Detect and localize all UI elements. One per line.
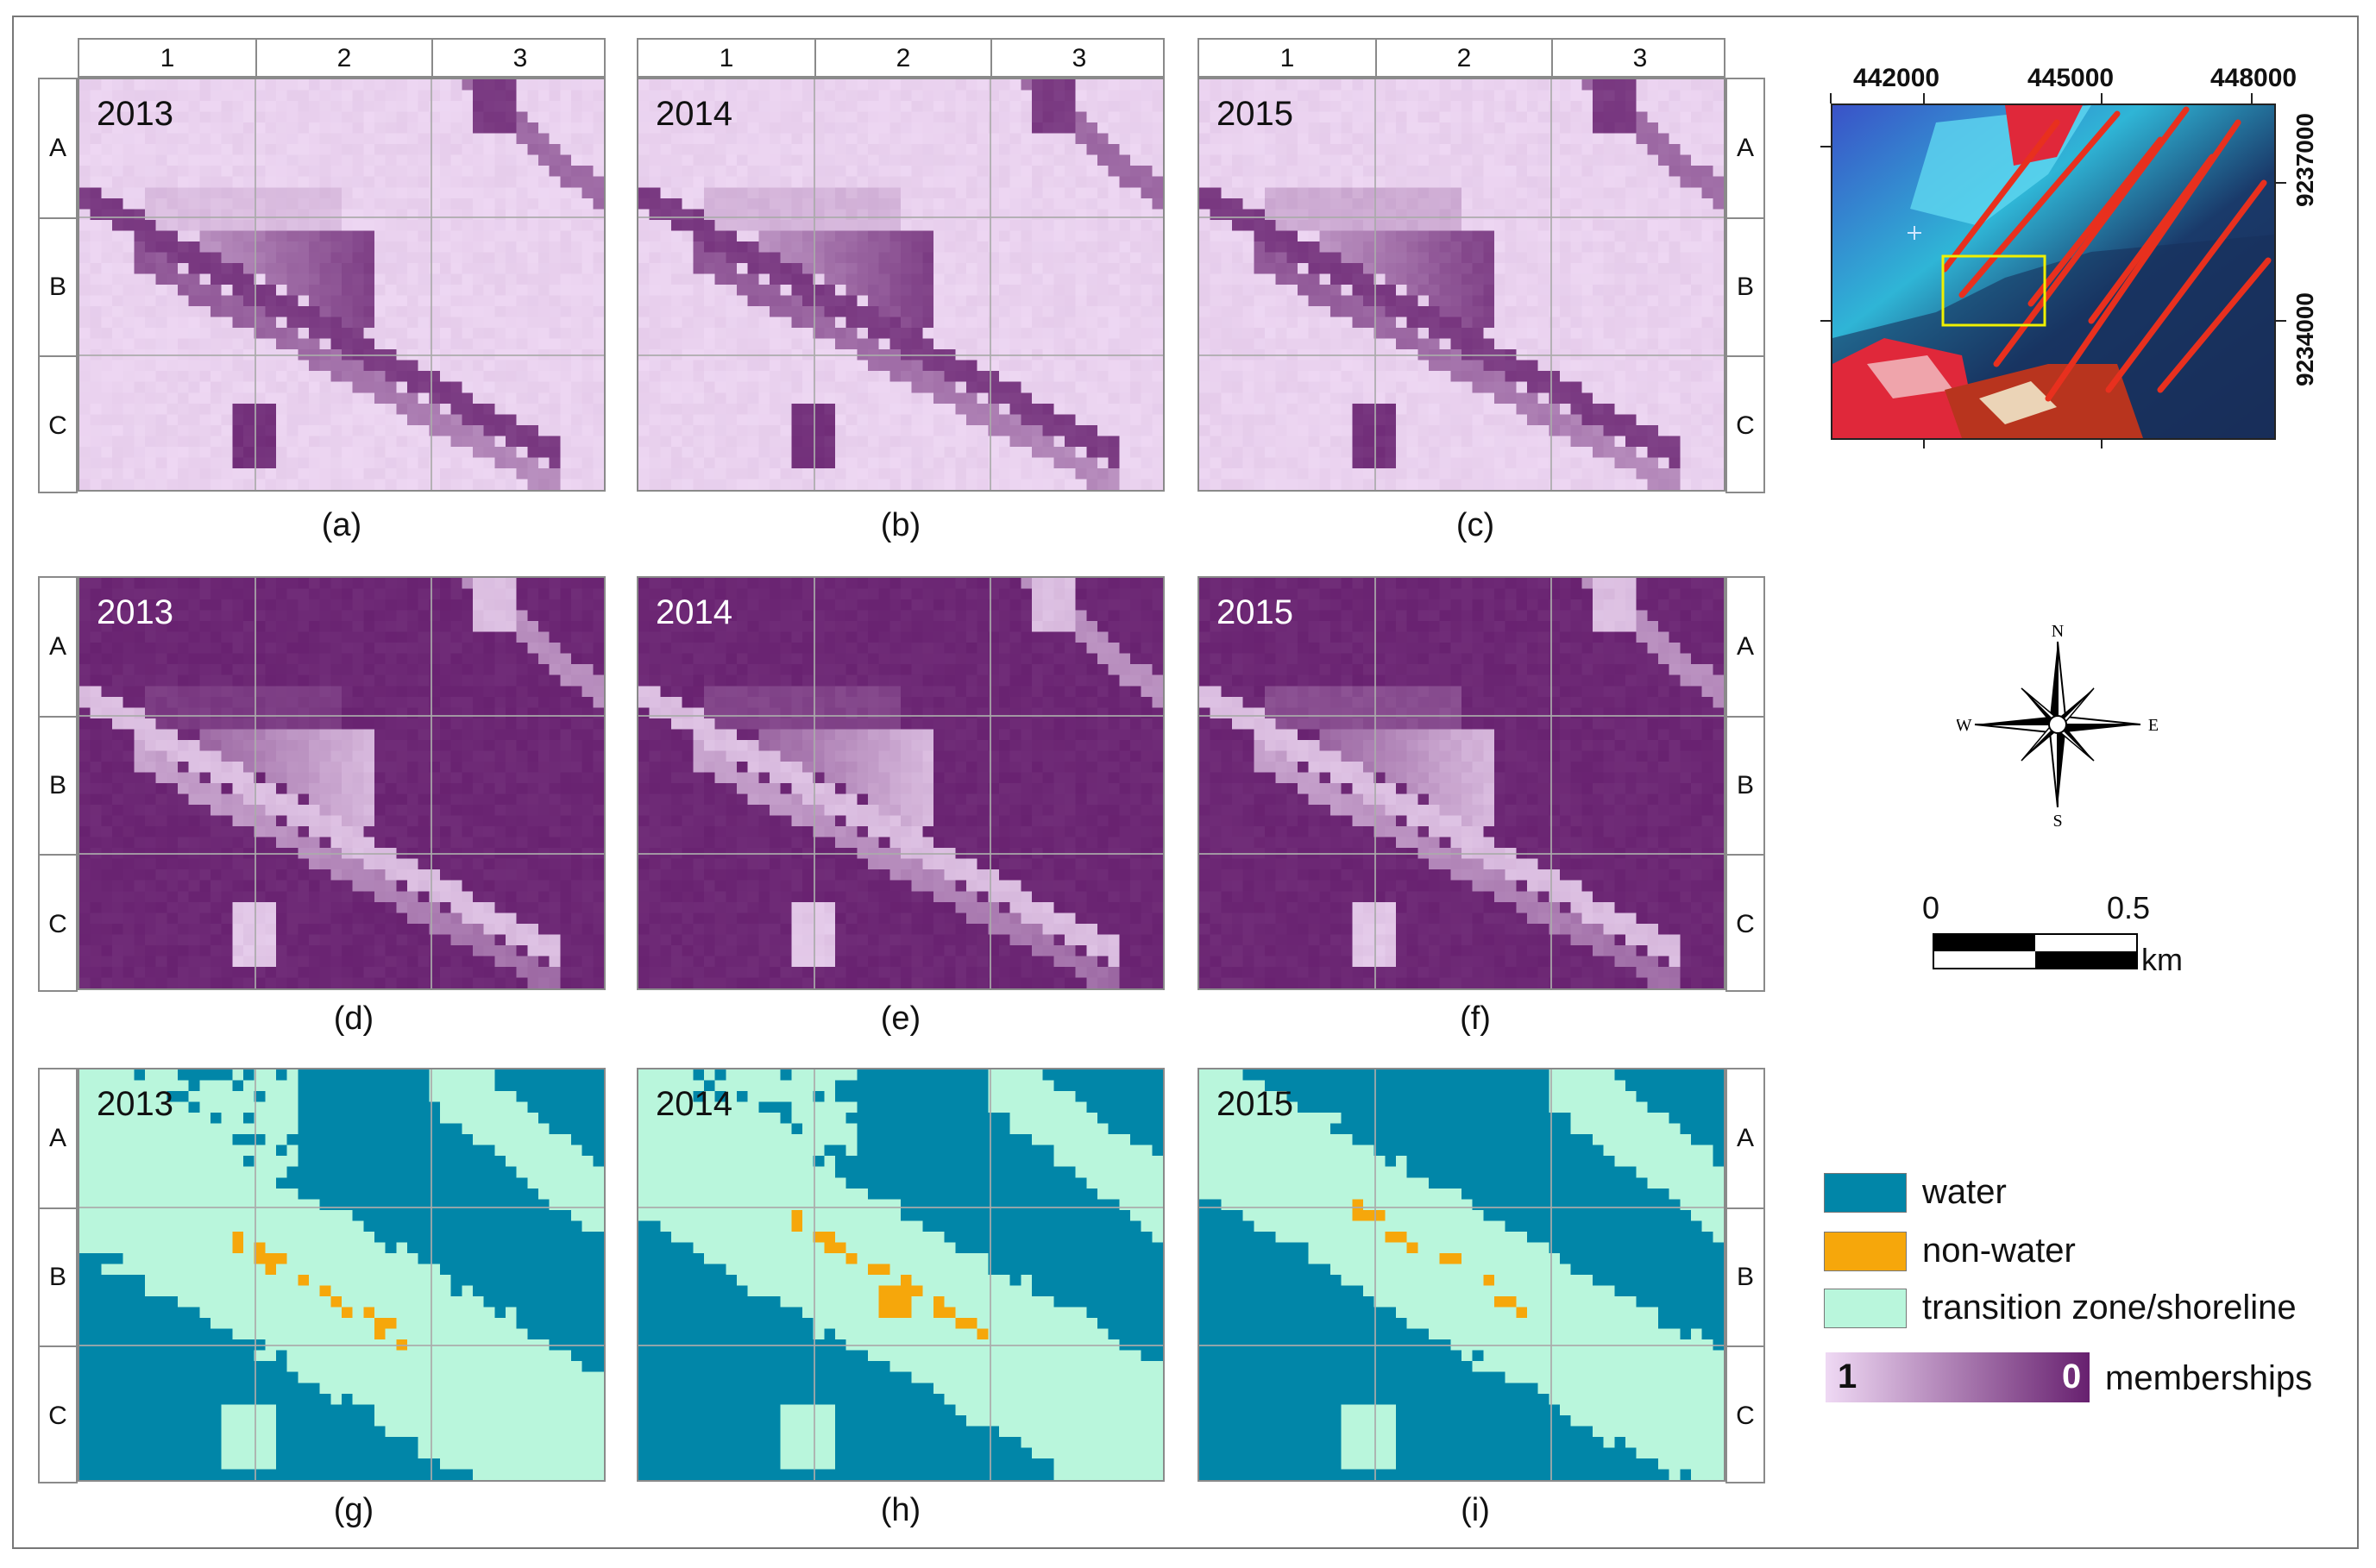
scalebar-unit: km bbox=[2141, 942, 2183, 977]
gradient-caption: memberships bbox=[2105, 1359, 2313, 1397]
x-tick-445000: 445000 bbox=[2027, 64, 2115, 92]
compass-w: W bbox=[1957, 716, 1972, 735]
panel-b: 2014 bbox=[637, 78, 1165, 492]
legend-swatch-transition bbox=[1824, 1289, 1907, 1328]
panel-c: 2015 bbox=[1197, 78, 1725, 492]
x-tick-442000: 442000 bbox=[1853, 64, 1940, 92]
panel-year-label: 2015 bbox=[1216, 593, 1293, 631]
membership-map-f bbox=[1199, 578, 1724, 988]
panel-year-label: 2015 bbox=[1216, 95, 1293, 133]
row-label-a: A bbox=[48, 134, 66, 162]
column-header-c: 1 2 3 bbox=[1197, 38, 1725, 78]
gradient-left-label: 1 bbox=[1838, 1358, 1857, 1396]
panel-year-label: 2014 bbox=[656, 95, 732, 133]
row-header-left-top: A B C bbox=[38, 78, 78, 493]
panel-d: 2013 bbox=[78, 576, 606, 990]
caption-g: (g) bbox=[333, 1492, 374, 1528]
classification-map-h bbox=[638, 1069, 1163, 1480]
membership-map-e bbox=[638, 578, 1163, 988]
column-header-a: 1 2 3 bbox=[78, 38, 606, 78]
membership-map-d bbox=[79, 578, 604, 988]
row-label-a: A bbox=[1736, 632, 1754, 661]
panel-i: 2015 bbox=[1197, 1068, 1725, 1482]
caption-b: (b) bbox=[880, 507, 921, 543]
column-header-b: 1 2 3 bbox=[637, 38, 1165, 78]
panel-h: 2014 bbox=[637, 1068, 1165, 1482]
row-header-left-mid: A B C bbox=[38, 576, 78, 992]
compass-n: N bbox=[2052, 623, 2064, 641]
row-label-a: A bbox=[48, 1124, 66, 1152]
caption-c: (c) bbox=[1455, 507, 1495, 543]
membership-map-b bbox=[638, 79, 1163, 490]
legend-label-transition: transition zone/shoreline bbox=[1922, 1289, 2297, 1327]
gradient-right-label: 0 bbox=[2062, 1358, 2082, 1396]
row-label-c: C bbox=[40, 854, 76, 994]
figure-frame bbox=[12, 16, 2359, 1549]
legend-label-non-water: non-water bbox=[1922, 1232, 2076, 1270]
row-label-c: C bbox=[40, 355, 76, 495]
panel-year-label: 2014 bbox=[656, 593, 732, 631]
caption-i: (i) bbox=[1461, 1492, 1490, 1528]
caption-h: (h) bbox=[880, 1492, 921, 1528]
row-label-c: C bbox=[40, 1345, 76, 1485]
scalebar bbox=[1933, 933, 2138, 969]
row-header-right-top: A B C bbox=[1725, 78, 1765, 493]
column-label-3: 3 bbox=[990, 40, 1166, 76]
panel-year-label: 2013 bbox=[97, 593, 173, 631]
row-label-b: B bbox=[1727, 217, 1763, 355]
membership-map-c bbox=[1199, 79, 1724, 490]
row-label-b: B bbox=[1727, 1207, 1763, 1345]
panel-e: 2014 bbox=[637, 576, 1165, 990]
column-label-3: 3 bbox=[1551, 40, 1727, 76]
panel-f: 2015 bbox=[1197, 576, 1725, 990]
panel-year-label: 2013 bbox=[97, 1085, 173, 1123]
satellite-image bbox=[1832, 105, 2274, 438]
caption-d: (d) bbox=[333, 1000, 374, 1037]
row-label-b: B bbox=[1727, 716, 1763, 854]
column-label-2: 2 bbox=[255, 40, 431, 76]
compass-s: S bbox=[2052, 812, 2062, 830]
panel-g: 2013 bbox=[78, 1068, 606, 1482]
column-label-3: 3 bbox=[431, 40, 607, 76]
row-label-b: B bbox=[40, 716, 76, 854]
caption-f: (f) bbox=[1460, 1000, 1491, 1037]
caption-e: (e) bbox=[880, 1000, 921, 1037]
row-header-right-bot: A B C bbox=[1725, 1068, 1765, 1483]
legend-swatch-water bbox=[1824, 1173, 1907, 1213]
panel-a: 2013 bbox=[78, 78, 606, 492]
column-label-1: 1 bbox=[160, 44, 175, 72]
row-label-c: C bbox=[1727, 355, 1763, 495]
location-map bbox=[1831, 103, 2276, 440]
membership-map-a bbox=[79, 79, 604, 490]
row-header-right-mid: A B C bbox=[1725, 576, 1765, 992]
row-label-a: A bbox=[48, 632, 66, 661]
north-arrow-icon: N S E W bbox=[1957, 623, 2159, 830]
row-label-a: A bbox=[1736, 1124, 1754, 1152]
legend-label-water: water bbox=[1922, 1173, 2007, 1211]
panel-year-label: 2014 bbox=[656, 1085, 732, 1123]
classification-map-g bbox=[79, 1069, 604, 1480]
scalebar-end: 0.5 bbox=[2107, 890, 2151, 925]
column-label-2: 2 bbox=[1375, 40, 1551, 76]
panel-year-label: 2013 bbox=[97, 95, 173, 133]
row-label-b: B bbox=[40, 217, 76, 355]
legend-swatch-non-water bbox=[1824, 1232, 1907, 1271]
column-label-1: 1 bbox=[1279, 44, 1295, 72]
panel-year-label: 2015 bbox=[1216, 1085, 1293, 1123]
scalebar-start: 0 bbox=[1922, 890, 1940, 925]
row-label-a: A bbox=[1736, 134, 1754, 162]
caption-a: (a) bbox=[321, 507, 362, 543]
row-header-left-bot: A B C bbox=[38, 1068, 78, 1483]
classification-map-i bbox=[1199, 1069, 1724, 1480]
row-label-b: B bbox=[40, 1207, 76, 1345]
membership-gradient-bar bbox=[1826, 1352, 2090, 1402]
x-tick-448000: 448000 bbox=[2210, 64, 2297, 92]
row-label-c: C bbox=[1727, 854, 1763, 994]
compass-e: E bbox=[2148, 716, 2159, 735]
column-label-1: 1 bbox=[719, 44, 734, 72]
row-label-c: C bbox=[1727, 1345, 1763, 1485]
column-label-2: 2 bbox=[814, 40, 990, 76]
map-ticks bbox=[1820, 93, 2286, 448]
